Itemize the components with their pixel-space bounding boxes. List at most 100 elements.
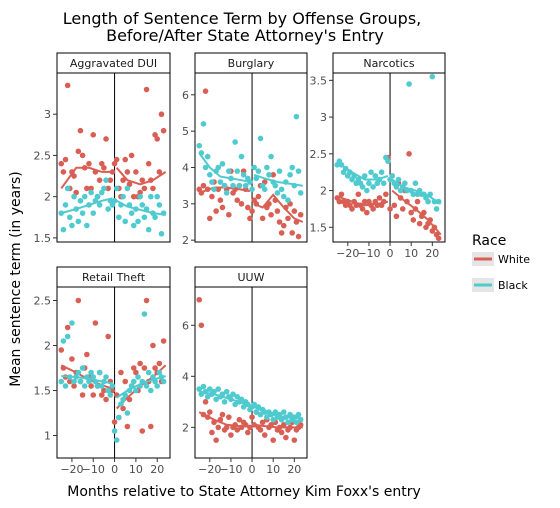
point-uuw-white [270,437,276,443]
point-retail-theft-black [133,387,139,394]
y-tick-label-narcotics: 3 [320,111,327,124]
point-burglary-black [202,164,209,171]
point-retail-theft-black [118,401,124,407]
point-aggravated-dui-white [88,185,94,192]
y-tick-label-retail-theft: 1 [44,430,51,443]
point-retail-theft-black [79,365,86,371]
point-narcotics-black [402,180,408,187]
y-tick-label-uuw: 6 [182,319,189,332]
fit-line-aggravated-dui-white [115,167,167,186]
point-narcotics-black [364,187,370,194]
point-burglary-black [219,161,226,167]
fit-line-aggravated-dui-white [60,166,113,189]
fit-line-uuw-white [198,411,250,428]
point-aggravated-dui-black [94,193,101,200]
point-narcotics-white [406,151,412,157]
point-uuw-black [232,401,238,408]
point-aggravated-dui-white [126,181,133,188]
point-burglary-black [238,153,245,160]
x-tick-label-narcotics: −20 [336,247,359,260]
point-burglary-black [206,171,213,178]
x-tick-label-retail-theft: −10 [82,463,105,476]
point-aggravated-dui-white [58,160,65,167]
point-burglary-black [257,135,264,142]
point-aggravated-dui-white [64,82,71,89]
point-narcotics-white [391,202,398,209]
point-narcotics-black [406,81,412,87]
point-retail-theft-black [71,378,77,385]
point-burglary-black [295,168,302,174]
point-uuw-white [223,424,230,431]
point-uuw-white [280,422,287,428]
point-burglary-black [215,164,222,171]
point-burglary-white [209,193,215,200]
point-aggravated-dui-white [96,177,103,183]
point-aggravated-dui-black [96,202,103,208]
point-aggravated-dui-white [130,193,137,200]
point-retail-theft-white [124,423,131,430]
point-retail-theft-white [98,392,105,398]
point-narcotics-white [336,198,343,205]
point-narcotics-white [408,209,414,216]
point-uuw-white [291,437,298,443]
point-retail-theft-black [75,369,82,376]
point-burglary-black [278,186,285,193]
point-uuw-black [295,411,302,418]
point-burglary-black [234,168,241,174]
point-narcotics-black [429,73,436,80]
point-aggravated-dui-black [62,202,69,208]
point-aggravated-dui-white [62,156,69,163]
point-aggravated-dui-white [60,169,67,175]
y-tick-label-aggravated-dui: 1.5 [34,232,52,245]
point-burglary-black [285,197,291,204]
x-tick-label-uuw: 10 [266,463,280,476]
point-retail-theft-black [62,383,69,389]
point-retail-theft-black [111,428,118,434]
panel-uuw: UUW 2 4 6 −20−10 0 10 20 [182,266,308,476]
point-burglary-white [206,215,213,222]
point-retail-theft-black [156,369,163,376]
point-burglary-white [238,201,245,207]
point-retail-theft-black [135,374,141,380]
point-narcotics-white [416,220,423,227]
point-burglary-black [200,121,207,127]
legend-item-black: Black [472,278,528,292]
point-aggravated-dui-black [137,193,143,200]
point-narcotics-black [412,180,419,187]
point-retail-theft-white [122,378,129,385]
point-retail-theft-white [90,392,97,398]
point-narcotics-black [378,169,385,175]
point-uuw-white [213,437,219,443]
point-aggravated-dui-white [103,136,109,142]
point-burglary-white [291,208,298,214]
point-retail-theft-white [160,338,167,344]
point-uuw-white [251,422,257,428]
point-burglary-black [266,171,272,178]
point-burglary-black [211,186,217,193]
chart-title-line-1: Length of Sentence Term by Offense Group… [63,9,421,28]
point-uuw-black [293,419,300,426]
point-uuw-white [215,424,222,431]
point-burglary-white [280,222,287,229]
panel-frame-uuw [194,286,308,459]
fit-line-retail-theft-black [116,375,166,399]
point-retail-theft-black [109,383,116,389]
point-retail-theft-white [58,347,65,353]
point-burglary-white [247,215,253,222]
panel-retail-theft: Retail Theft 1 1.5 2 2.5 −20−10 0 10 20 [34,266,171,476]
point-uuw-white [228,432,234,438]
point-aggravated-dui-white [158,111,165,118]
point-uuw-white [196,296,203,303]
y-tick-label-burglary: 3 [182,198,189,211]
point-burglary-black [209,179,215,185]
point-burglary-white [245,204,251,211]
point-retail-theft-black [81,383,88,389]
point-burglary-white [270,171,276,178]
point-uuw-black [223,388,230,395]
point-uuw-black [285,419,291,426]
strip-label-retail-theft: Retail Theft [82,271,146,284]
point-narcotics-black [366,180,372,187]
fit-line-narcotics-white [391,189,442,236]
point-narcotics-white [364,209,370,216]
